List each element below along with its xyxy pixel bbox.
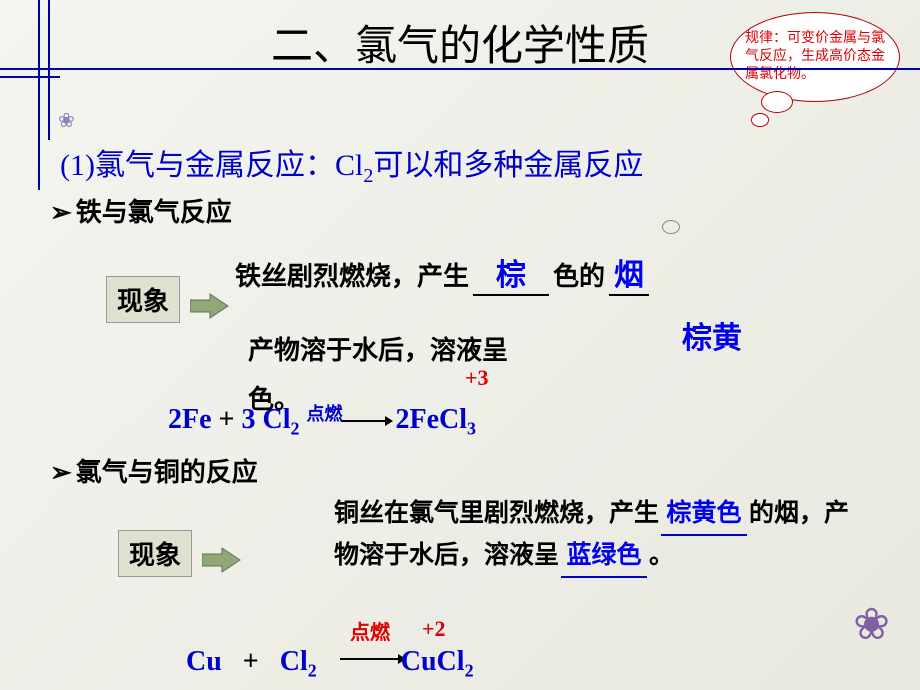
fe-blank-color: 棕 (473, 250, 549, 296)
eq1-fe: 2Fe (168, 404, 212, 435)
cu-blank-smoke-color: 棕黄色 (661, 494, 747, 536)
rule-text: 规律：可变价金属与氯气反应，生成高价态金属氯化物。 (745, 30, 885, 85)
eq1-sub1: 2 (291, 419, 300, 439)
eq2-sub1: 2 (308, 661, 317, 681)
eq2-cu: Cu (186, 646, 222, 677)
rule-cloud: 规律：可变价金属与氯气反应，生成高价态金属氯化物。 (730, 12, 900, 102)
equation-copper: Cu + Cl2 CuCl2 (186, 646, 474, 682)
eq2-sub2: 2 (465, 661, 474, 681)
phenomenon-box-1: 现象 (106, 276, 230, 323)
section-text-pre: (1)氯气与金属反应：Cl (60, 149, 363, 182)
arrow-icon (190, 292, 230, 320)
fe-blank-smoke: 烟 (609, 250, 649, 296)
eq1-cl: 3 Cl (242, 404, 291, 435)
bullet-iron: 铁与氯气反应 (50, 192, 232, 229)
cu-blank-solution-color: 蓝绿色 (561, 536, 647, 578)
iron-phenomenon-line1: 铁丝剧烈燃烧，产生棕色的烟 (235, 250, 653, 296)
ignite-label-2: 点燃 (350, 616, 390, 645)
ignite-label-1: 点燃 (307, 400, 343, 426)
fe-text-1a: 铁丝剧烈燃烧，产生 (235, 262, 469, 291)
cu-text-c: 。 (649, 542, 674, 569)
eq2-plus: + (229, 646, 273, 677)
oxidation-plus2: +2 (422, 616, 446, 642)
eq1-sub2: 3 (467, 419, 476, 439)
copper-phenomenon: 铜丝在氯气里剧烈燃烧，产生棕黄色的烟，产物溶于水后，溶液呈蓝绿色。 (334, 494, 854, 578)
phenomenon-label: 现象 (106, 276, 180, 323)
small-circle-icon (662, 220, 680, 234)
eq1-product: 2FeCl (396, 404, 468, 435)
phenomenon-label-2: 现象 (118, 530, 192, 577)
fe-solution-color: 棕黄 (682, 313, 742, 357)
bullet-copper: 氯气与铜的反应 (50, 452, 258, 489)
section-text-post: 可以和多种金属反应 (373, 149, 643, 182)
phenomenon-box-2: 现象 (118, 530, 242, 577)
section-heading: (1)氯气与金属反应：Cl2可以和多种金属反应 (60, 140, 643, 188)
fe-text-2a: 产物溶于水后，溶液呈 (248, 336, 508, 365)
flower-icon: ❀ (58, 108, 75, 133)
eq1-plus: + (212, 404, 242, 435)
flower-decoration-icon: ❀ (853, 599, 890, 650)
eq2-cl: Cl (280, 646, 308, 677)
reaction-arrow-icon (341, 420, 391, 422)
arrow-icon-2 (202, 546, 242, 574)
oxidation-plus3: +3 (465, 365, 489, 391)
equation-iron: 2Fe + 3 Cl2 点燃 2FeCl3 (168, 404, 476, 440)
fe-text-1b: 色的 (553, 262, 605, 291)
cl2-subscript: 2 (363, 165, 373, 187)
eq2-product: CuCl (401, 646, 465, 677)
cu-text-a: 铜丝在氯气里剧烈燃烧，产生 (334, 500, 659, 527)
